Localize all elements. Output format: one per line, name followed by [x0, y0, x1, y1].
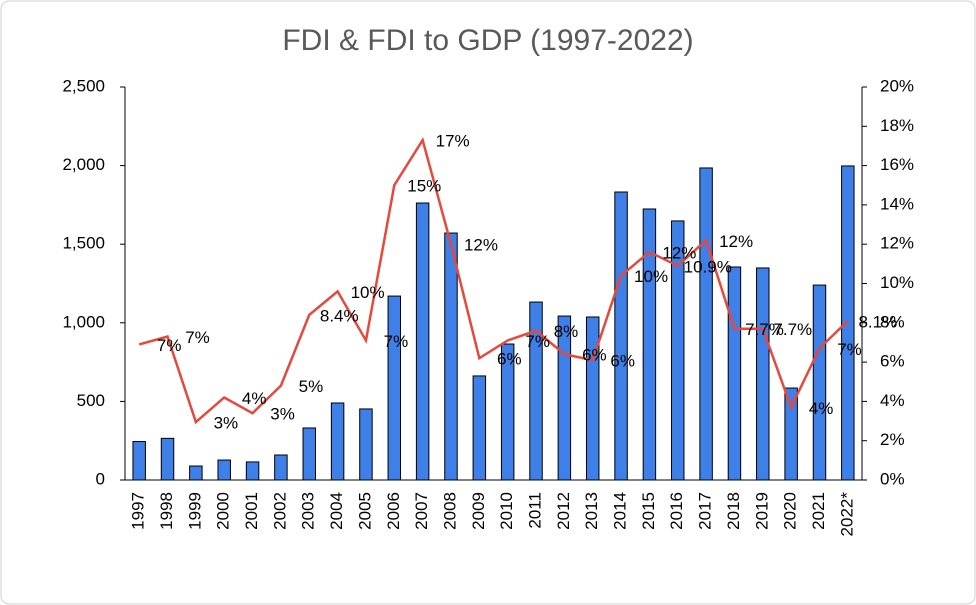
x-tick-label: 2007 — [412, 492, 431, 530]
x-tick-label: 2018 — [724, 492, 743, 530]
y2-tick-label: 6% — [880, 352, 905, 371]
data-label: 7% — [157, 336, 182, 355]
data-label: 4% — [242, 389, 267, 408]
x-tick-label: 1998 — [157, 492, 176, 530]
data-label: 10% — [634, 267, 668, 286]
y-tick-label: 2,000 — [62, 155, 105, 174]
x-tick-label: 2016 — [667, 492, 686, 530]
y2-tick-label: 20% — [880, 76, 914, 95]
y2-tick-label: 10% — [880, 273, 914, 292]
bar — [557, 315, 572, 481]
bar — [671, 220, 685, 481]
data-label: 3% — [214, 414, 239, 433]
y2-tick-label: 16% — [880, 155, 914, 174]
bar — [160, 437, 175, 481]
x-tick-label: 2021 — [809, 492, 828, 530]
chart-title: FDI & FDI to GDP (1997-2022) — [282, 24, 693, 57]
bar — [387, 295, 402, 481]
data-label: 10% — [351, 283, 385, 302]
data-label: 12% — [719, 232, 753, 251]
x-tick-label: 2015 — [639, 492, 658, 530]
y2-tick-label: 12% — [880, 234, 914, 253]
data-label: 15% — [407, 177, 441, 196]
data-label: 12% — [662, 244, 696, 263]
bar — [699, 167, 713, 481]
bar — [189, 465, 203, 481]
data-label: 10.9% — [684, 257, 732, 276]
x-tick-label: 2001 — [242, 492, 261, 530]
data-label: 7% — [837, 340, 862, 359]
bar — [614, 191, 628, 481]
x-tick-label: 2005 — [355, 492, 374, 530]
x-tick-label: 2004 — [327, 492, 346, 530]
bar — [841, 165, 855, 481]
bar — [274, 454, 288, 481]
data-label: 6% — [610, 352, 635, 371]
bar — [415, 202, 430, 481]
bar — [302, 427, 316, 481]
data-label: 3% — [270, 405, 295, 424]
data-label: 5% — [299, 377, 324, 396]
y2-tick-label: 2% — [880, 430, 905, 449]
line — [138, 136, 849, 425]
bar — [444, 232, 458, 481]
y2-tick-label: 4% — [880, 391, 905, 410]
y2-tick-label: 14% — [880, 194, 914, 213]
y-tick-label: 500 — [77, 391, 105, 410]
x-tick-label: 2012 — [554, 492, 573, 530]
y2-tick-label: 0% — [880, 469, 905, 488]
bar — [784, 387, 798, 481]
data-label: 8% — [554, 322, 579, 341]
y-tick-label: 2,500 — [62, 76, 105, 95]
data-label: 12% — [464, 236, 498, 255]
data-label: 7% — [384, 332, 409, 351]
bar — [756, 267, 770, 481]
data-label: 7.7% — [745, 320, 784, 339]
data-label: 8.1% — [858, 312, 897, 331]
y2-tick-label: 8% — [880, 312, 905, 331]
bar — [727, 266, 742, 481]
bar — [132, 440, 146, 481]
y2-tick-label: 18% — [880, 116, 914, 135]
x-tick-label: 2002 — [270, 492, 289, 530]
bar — [642, 208, 657, 481]
data-label: 6% — [497, 350, 522, 369]
bar — [245, 461, 260, 481]
bar — [529, 301, 543, 481]
x-tick-label: 2008 — [440, 492, 459, 530]
x-tick-label: 2011 — [526, 492, 545, 529]
bar — [472, 375, 487, 481]
bar — [585, 316, 600, 481]
data-label: 7% — [185, 328, 210, 347]
y-tick-label: 0 — [96, 469, 105, 488]
data-label: 4% — [809, 399, 834, 418]
x-tick-label: 2009 — [469, 492, 488, 530]
bar — [500, 343, 515, 481]
x-tick-label: 2013 — [582, 492, 601, 530]
bar — [217, 459, 231, 481]
data-label: 7.7% — [773, 320, 812, 339]
x-tick-label: 1999 — [185, 492, 204, 530]
x-tick-label: 2019 — [752, 492, 771, 530]
x-tick-label: 2010 — [497, 492, 516, 530]
y-tick-label: 1,000 — [62, 312, 105, 331]
data-label: 17% — [436, 132, 470, 151]
data-label: 6% — [582, 346, 607, 365]
x-tick-label: 1997 — [129, 492, 148, 530]
bar — [330, 402, 345, 481]
x-tick-label: 2014 — [611, 492, 630, 530]
x-tick-label: 2003 — [299, 492, 318, 530]
y-tick-label: 1,500 — [62, 234, 105, 253]
x-tick-label: 2000 — [214, 492, 233, 530]
x-tick-label: 2017 — [696, 492, 715, 530]
bar — [812, 284, 827, 481]
x-tick-label: 2020 — [781, 492, 800, 530]
x-tick-label: 2006 — [384, 492, 403, 530]
x-tick-label: 2022* — [837, 492, 856, 537]
data-label: 7% — [525, 332, 550, 351]
data-label: 8.4% — [320, 306, 359, 325]
bar — [359, 408, 373, 481]
